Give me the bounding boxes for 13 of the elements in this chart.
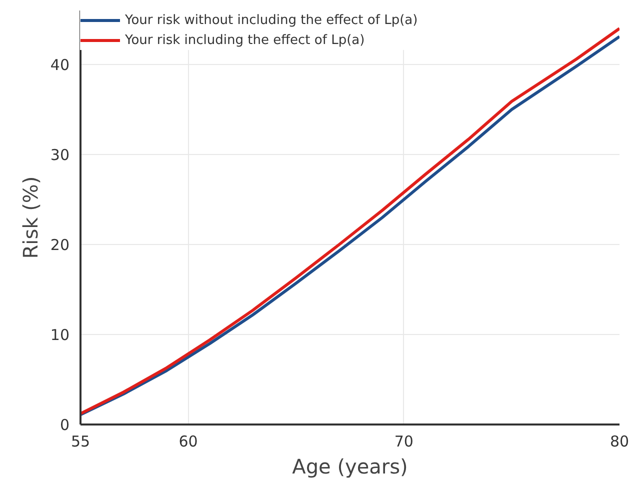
x-tick-label: 70: [394, 432, 414, 450]
x-tick-label: 60: [178, 432, 198, 450]
y-tick-label: 0: [60, 416, 70, 434]
legend-label: Your risk without including the effect of Lp(a): [125, 12, 418, 28]
x-axis-title: Age (years): [292, 454, 408, 478]
y-axis-title: Risk (%): [18, 176, 42, 259]
y-tick-label: 30: [50, 146, 70, 164]
y-tick-label: 10: [50, 326, 70, 344]
y-tick-label: 20: [50, 236, 70, 254]
x-tick-label: 80: [610, 432, 630, 450]
y-tick-label: 40: [50, 56, 70, 74]
legend-label: Your risk including the effect of Lp(a): [125, 32, 365, 48]
x-tick-label: 55: [70, 432, 90, 450]
